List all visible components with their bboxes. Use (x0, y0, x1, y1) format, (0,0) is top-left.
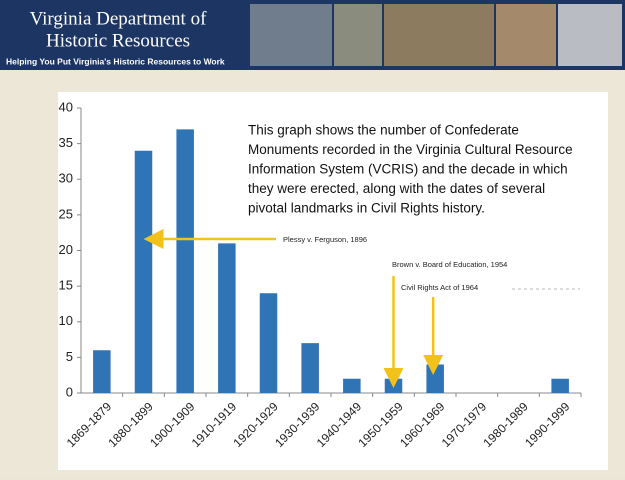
bar (93, 350, 111, 393)
bar (218, 243, 236, 393)
y-tick-label: 40 (59, 99, 73, 114)
bar (301, 343, 319, 393)
annotation-text: Civil Rights Act of 1964 (401, 283, 478, 292)
annotation-text: Brown v. Board of Education, 1954 (392, 260, 507, 269)
y-tick-label: 5 (66, 349, 73, 364)
note-text: they were erected, along with the dates … (248, 181, 545, 196)
header-title: Historic Resources (46, 30, 190, 51)
note-text: This graph shows the number of Confedera… (248, 123, 519, 138)
note-text: pivotal landmarks in Civil Rights histor… (248, 201, 485, 216)
bar (426, 364, 444, 393)
y-tick-label: 0 (66, 384, 73, 399)
y-tick-label: 35 (59, 135, 73, 150)
header-photo (558, 4, 622, 66)
y-tick-label: 15 (59, 278, 73, 293)
note-text: Information System (VCRIS) and the decad… (248, 162, 568, 177)
bar (259, 293, 278, 393)
bar (176, 129, 194, 393)
y-tick-label: 20 (59, 242, 73, 257)
bar (551, 378, 569, 393)
header-tagline: Helping You Put Virginia's Historic Reso… (6, 56, 225, 66)
y-tick-label: 10 (59, 313, 73, 328)
header-photo (334, 4, 382, 66)
header-photo (384, 4, 494, 66)
header-photo (250, 4, 332, 66)
bar (134, 150, 153, 393)
y-tick-label: 30 (59, 171, 73, 186)
header-photo (496, 4, 556, 66)
bar (343, 378, 361, 393)
annotation-text: Plessy v. Ferguson, 1896 (283, 235, 367, 244)
header: Virginia Department of Historic Resource… (0, 0, 625, 70)
note-text: Monuments recorded in the Virginia Cultu… (248, 142, 573, 157)
y-tick-label: 25 (59, 206, 73, 221)
header-title: Virginia Department of (30, 8, 208, 29)
